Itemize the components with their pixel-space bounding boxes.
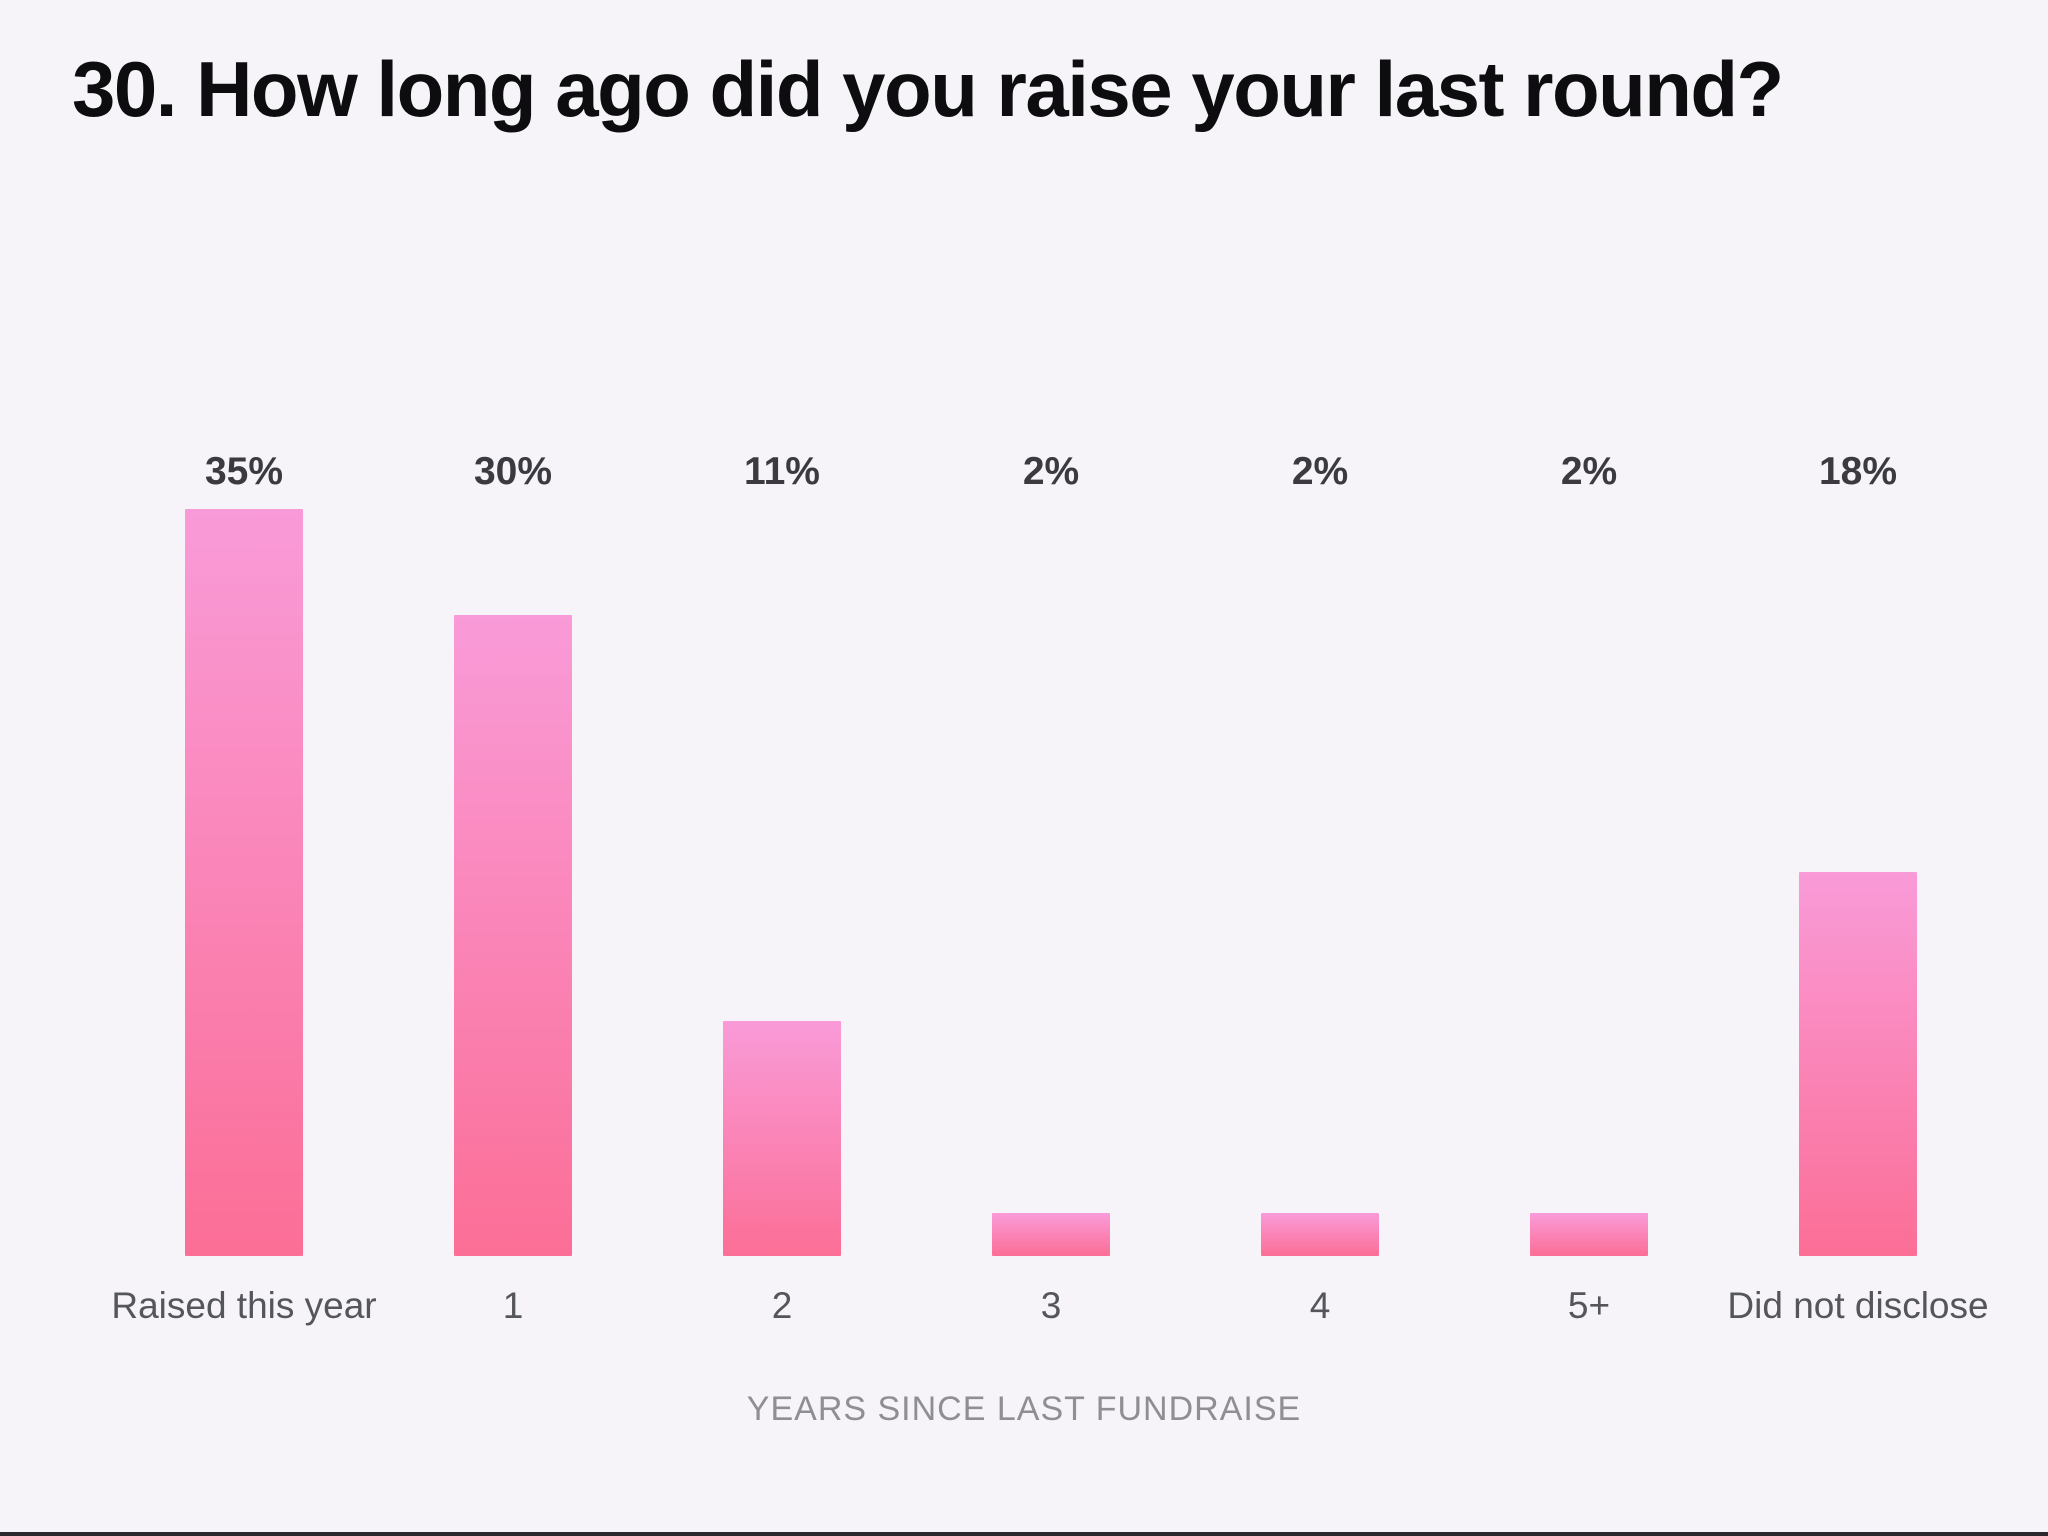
- bar-value-label: 11%: [744, 450, 820, 493]
- bar-value-label: 2%: [1560, 450, 1618, 493]
- bar-category-label: 1: [502, 1285, 524, 1326]
- bar: [1530, 1213, 1648, 1256]
- bar: [1261, 1213, 1379, 1256]
- bar-value-label: 18%: [1818, 450, 1898, 493]
- bar-value-label: 2%: [1022, 450, 1080, 493]
- bar: [992, 1213, 1110, 1256]
- bar-category-label: 3: [1040, 1285, 1062, 1326]
- bar: [454, 615, 572, 1256]
- bar: [185, 509, 303, 1256]
- bar-category-label: Raised this year: [111, 1285, 377, 1326]
- page-title: 30. How long ago did you raise your last…: [72, 45, 1784, 133]
- bar: [723, 1021, 841, 1256]
- bar-category-label: Did not disclose: [1727, 1285, 1989, 1326]
- x-axis-label: YEARS SINCE LAST FUNDRAISE: [746, 1390, 1302, 1428]
- bar-category-label: 4: [1309, 1285, 1331, 1326]
- bar: [1799, 872, 1917, 1256]
- bottom-edge-line: [0, 1532, 2048, 1536]
- bar-category-label: 5+: [1567, 1285, 1611, 1326]
- bar-category-label: 2: [771, 1285, 793, 1326]
- bar-value-label: 30%: [473, 450, 553, 493]
- bar-value-label: 35%: [204, 450, 284, 493]
- bar-value-label: 2%: [1291, 450, 1349, 493]
